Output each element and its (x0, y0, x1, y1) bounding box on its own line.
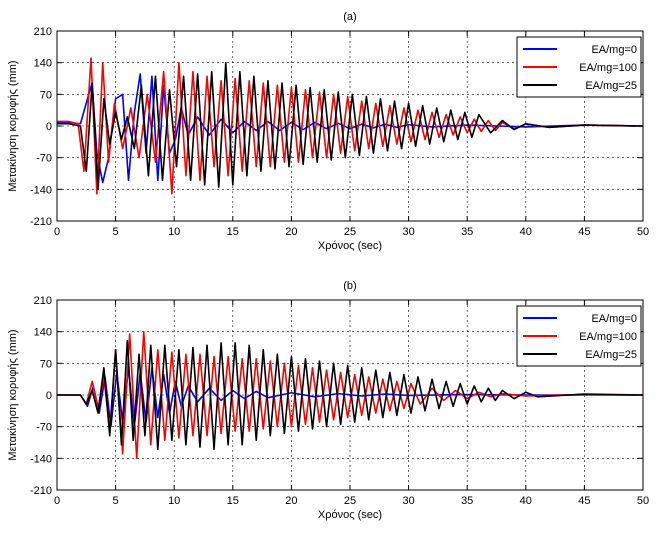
y-tick-label: 70 (40, 358, 52, 370)
y-tick-label: -140 (30, 453, 52, 465)
x-tick-label: 10 (168, 495, 180, 507)
x-tick-label: 40 (520, 495, 532, 507)
x-tick-label: 5 (113, 226, 119, 238)
x-tick-label: 25 (344, 226, 356, 238)
y-tick-label: -210 (30, 216, 52, 228)
x-tick-label: 35 (461, 495, 473, 507)
y-tick-label: -70 (36, 422, 52, 434)
x-tick-label: 35 (461, 226, 473, 238)
y-axis-label: Μετακίνηση κορυφής (mm) (7, 60, 19, 191)
legend-label-2: EA/mg=25 (585, 80, 637, 92)
x-tick-label: 10 (168, 226, 180, 238)
legend: EA/mg=0 EA/mg=100 EA/mg=25 (516, 305, 642, 367)
legend: EA/mg=0 EA/mg=100 EA/mg=25 (516, 36, 642, 98)
x-tick-label: 45 (578, 226, 590, 238)
legend-label-0: EA/mg=0 (591, 44, 637, 56)
x-tick-label: 5 (113, 495, 119, 507)
x-tick-label: 45 (578, 495, 590, 507)
y-tick-label: -140 (30, 184, 52, 196)
x-tick-label: 40 (520, 226, 532, 238)
series-line-1 (57, 57, 643, 195)
chart-title: (a) (343, 11, 356, 23)
x-tick-label: 50 (637, 226, 649, 238)
y-tick-label: 70 (40, 89, 52, 101)
legend-label-1: EA/mg=100 (579, 62, 637, 74)
y-tick-label: 140 (34, 327, 52, 339)
y-tick-label: 0 (46, 390, 52, 402)
y-tick-label: 210 (34, 26, 52, 38)
y-tick-label: -210 (30, 485, 52, 497)
y-tick-label: 140 (34, 58, 52, 70)
x-tick-label: 30 (402, 495, 414, 507)
x-axis-label: Χρόνος (sec) (318, 240, 382, 252)
chart-title: (b) (343, 280, 356, 292)
legend-label-1: EA/mg=100 (579, 331, 637, 343)
x-tick-label: 20 (285, 226, 297, 238)
x-tick-label: 0 (54, 495, 60, 507)
x-tick-label: 20 (285, 495, 297, 507)
x-tick-label: 25 (344, 495, 356, 507)
plot-b: 0 5 10 15 20 25 30 35 40 45 50 -210 -140 -70 0 70 140 210… (7, 280, 649, 521)
x-tick-label: 0 (54, 226, 60, 238)
y-tick-label: -70 (36, 153, 52, 165)
legend-label-0: EA/mg=0 (591, 313, 637, 325)
x-tick-label: 15 (227, 495, 239, 507)
x-tick-label: 50 (637, 495, 649, 507)
series-line-2 (57, 339, 643, 451)
series-line-2 (57, 61, 643, 191)
y-tick-label: 0 (46, 121, 52, 133)
y-tick-label: 210 (34, 295, 52, 307)
x-axis-label: Χρόνος (sec) (318, 509, 382, 521)
x-tick-label: 15 (227, 226, 239, 238)
plot-a: 0 5 10 15 20 25 30 35 40 45 50 -210 -140 -70 0 70 140 210… (7, 11, 649, 252)
series-line-1 (57, 330, 643, 460)
legend-label-2: EA/mg=25 (585, 349, 637, 361)
x-tick-label: 30 (402, 226, 414, 238)
y-axis-label: Μετακίνηση κορυφής (mm) (7, 329, 19, 460)
